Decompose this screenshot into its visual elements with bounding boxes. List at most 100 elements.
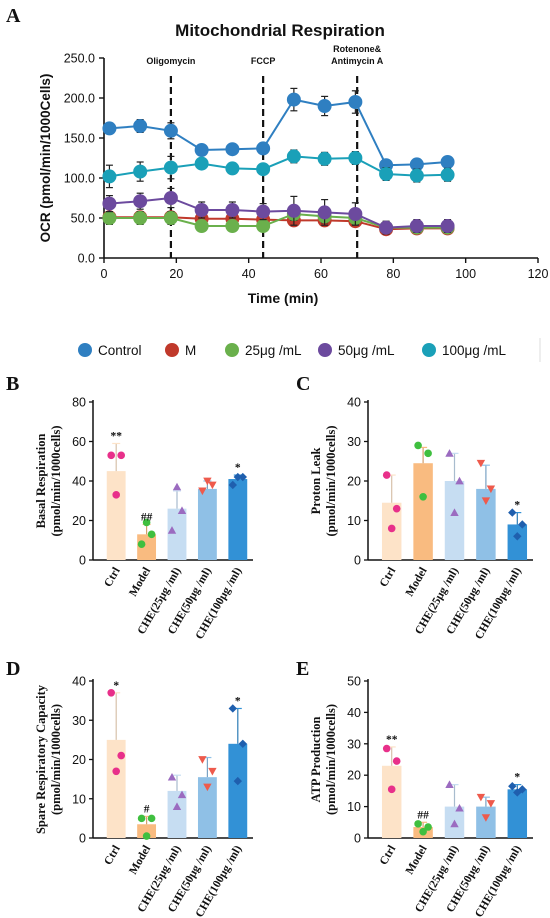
data-dot [486, 800, 496, 808]
legend-marker [78, 343, 92, 357]
bar-chart-panel-d: 0 10 20 30 40 Spare Respiratory Capacity (pmol… [34, 675, 253, 918]
data-dot [107, 451, 115, 460]
legend-marker [165, 343, 179, 357]
data-point [348, 207, 363, 221]
data-dot [137, 540, 146, 548]
data-dot [208, 481, 217, 490]
bar [228, 743, 248, 838]
data-point [163, 160, 178, 175]
data-point [225, 142, 240, 157]
significance-label: ## [417, 809, 429, 821]
legend-label: 50μg /mL [338, 343, 395, 358]
data-point [133, 119, 148, 133]
y-tick-label: 50.0 [71, 212, 95, 226]
legend-label: M [185, 343, 196, 358]
data-dot [147, 814, 156, 823]
data-dot [476, 459, 486, 468]
data-dot [233, 776, 242, 786]
x-tick-label: 60 [314, 267, 328, 281]
data-dot [112, 767, 120, 776]
category-label: Ctrl [378, 844, 399, 868]
category-label: Model [127, 566, 153, 599]
y-axis-title: Proton Leak [309, 448, 323, 515]
legend-label: Control [98, 343, 142, 358]
data-dot [419, 493, 427, 501]
y-tick-label: 100.0 [64, 172, 95, 186]
data-dot [392, 504, 401, 513]
data-point [317, 99, 332, 113]
x-tick-label: 20 [169, 267, 183, 281]
series-100-g-ml [102, 149, 455, 189]
data-dot [387, 785, 396, 794]
y-tick-label: 10 [347, 800, 361, 814]
x-tick-label: 40 [242, 267, 256, 281]
data-point [225, 219, 240, 233]
data-dot [392, 757, 401, 765]
category-label: Ctrl [102, 844, 123, 868]
data-dot [208, 767, 217, 776]
y-tick-label: 20 [347, 475, 361, 489]
bar-chart-panel-e: 0 10 20 30 40 50 ATP Production (pmol/min/1000c… [309, 675, 533, 918]
data-point [286, 92, 301, 107]
y-tick-label: 80 [72, 396, 86, 410]
category-label: Model [404, 566, 430, 599]
data-point [379, 167, 394, 181]
data-dot [177, 790, 187, 799]
data-point [409, 219, 424, 233]
data-point [286, 203, 301, 218]
y-tick-label: 0 [79, 554, 86, 568]
data-point [225, 161, 240, 176]
y-tick-label: 40 [347, 706, 361, 720]
y-axis-title: ATP Production [309, 716, 323, 802]
panel-letter-b: B [6, 373, 19, 395]
data-point [225, 203, 240, 217]
injection-label: Rotenone& [333, 44, 381, 54]
data-point [317, 205, 332, 220]
series-control [102, 87, 455, 173]
data-dot [382, 471, 391, 479]
data-dot [445, 449, 454, 457]
y-axis-title: OCR (pmol/min/1000Cells) [38, 74, 53, 243]
series-line [109, 212, 448, 229]
category-label: Model [127, 844, 153, 877]
category-label: Model [404, 844, 430, 877]
data-dot [117, 451, 125, 460]
data-dot [177, 506, 187, 514]
data-point [194, 219, 209, 233]
data-point [409, 168, 424, 183]
data-dot [238, 739, 247, 748]
significance-label: # [144, 803, 150, 815]
series-line [109, 196, 448, 229]
injection-label: Oligomycin [146, 56, 195, 66]
data-dot [172, 802, 182, 810]
bar [381, 765, 402, 838]
y-tick-label: 40 [347, 396, 361, 410]
legend-marker [225, 343, 239, 357]
bar [476, 806, 496, 838]
data-dot [137, 814, 146, 823]
y-axis-title-unit: (pmol/min/1000cells) [324, 704, 338, 815]
data-point [348, 151, 363, 165]
significance-label: ## [141, 511, 153, 523]
data-dot [238, 472, 247, 482]
significance-label: ** [110, 430, 122, 442]
y-axis-title: Spare Respiratory Capacity [34, 684, 48, 834]
chart-title: Mitochondrial Respiration [175, 21, 385, 40]
data-point [102, 121, 117, 136]
y-tick-label: 20 [72, 514, 86, 528]
data-point [163, 211, 178, 225]
data-dot [228, 480, 237, 490]
x-tick-label: 0 [101, 267, 108, 281]
data-dot [518, 785, 527, 794]
legend-label: 100μg /mL [442, 343, 507, 358]
y-tick-label: 20 [72, 753, 86, 767]
y-tick-label: 10 [347, 514, 361, 528]
significance-label: * [235, 695, 241, 707]
data-dot [382, 744, 391, 753]
legend-marker [422, 343, 436, 357]
bar [413, 463, 433, 560]
y-tick-label: 0 [354, 554, 361, 568]
data-point [163, 191, 178, 205]
data-dot [107, 688, 115, 697]
